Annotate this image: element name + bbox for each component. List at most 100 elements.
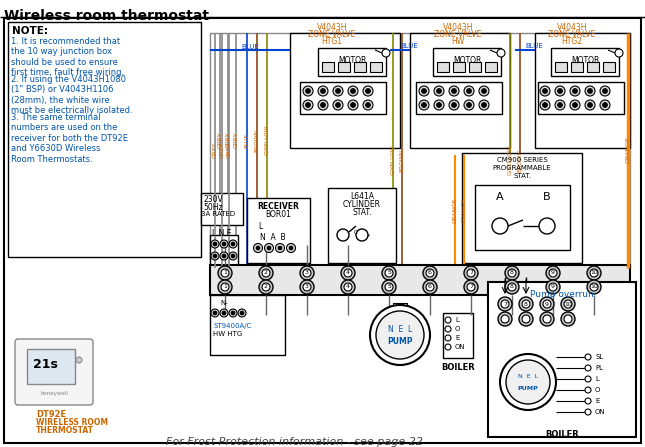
Text: GREY: GREY	[219, 142, 224, 158]
Circle shape	[564, 315, 572, 323]
Circle shape	[356, 229, 368, 241]
Circle shape	[542, 89, 548, 93]
Circle shape	[256, 246, 260, 250]
Circle shape	[549, 269, 557, 277]
Circle shape	[333, 86, 343, 96]
Text: BLUE: BLUE	[241, 44, 259, 50]
Bar	[328, 188, 396, 263]
Text: 1: 1	[223, 270, 227, 275]
Text: N  E  L: N E L	[518, 374, 538, 379]
Circle shape	[497, 49, 505, 57]
Circle shape	[585, 398, 591, 404]
Text: 5: 5	[387, 284, 391, 290]
Circle shape	[218, 280, 232, 294]
Text: BLUE: BLUE	[525, 43, 542, 49]
Circle shape	[335, 102, 341, 107]
Circle shape	[445, 335, 451, 341]
Text: GREY: GREY	[212, 142, 217, 158]
Bar	[201, 193, 243, 225]
Circle shape	[337, 229, 349, 241]
Bar	[393, 303, 407, 308]
Circle shape	[264, 244, 273, 253]
Text: Pump overrun: Pump overrun	[530, 290, 594, 299]
Bar	[210, 235, 238, 273]
Text: 9: 9	[551, 270, 555, 275]
Text: O: O	[595, 387, 600, 393]
Circle shape	[213, 254, 217, 258]
Circle shape	[382, 266, 396, 280]
Circle shape	[333, 100, 343, 110]
Text: C: C	[354, 231, 358, 236]
Circle shape	[506, 360, 550, 404]
Circle shape	[546, 280, 560, 294]
Circle shape	[363, 86, 373, 96]
Text: ON: ON	[455, 344, 466, 350]
Circle shape	[221, 269, 229, 277]
Circle shape	[275, 244, 284, 253]
Text: BROWN: BROWN	[517, 148, 522, 172]
Text: BROWN: BROWN	[399, 148, 404, 172]
Circle shape	[464, 86, 474, 96]
Circle shape	[587, 280, 601, 294]
Circle shape	[341, 280, 355, 294]
Circle shape	[421, 89, 426, 93]
Circle shape	[300, 266, 314, 280]
Text: 3A RATED: 3A RATED	[201, 211, 235, 217]
Circle shape	[492, 218, 508, 234]
Bar	[338, 62, 350, 72]
Text: G/YELLOW: G/YELLOW	[264, 125, 270, 155]
Text: E: E	[595, 398, 599, 404]
Text: 3: 3	[305, 270, 309, 275]
Text: 8: 8	[510, 270, 514, 275]
Circle shape	[464, 266, 478, 280]
Circle shape	[600, 86, 610, 96]
Text: CM900 SERIES: CM900 SERIES	[497, 157, 548, 163]
Circle shape	[561, 312, 575, 326]
Circle shape	[561, 297, 575, 311]
Text: L641A: L641A	[350, 192, 374, 201]
Text: V4043H: V4043H	[557, 23, 587, 32]
Circle shape	[370, 305, 430, 365]
Circle shape	[262, 269, 270, 277]
Text: 1: 1	[223, 284, 227, 290]
Circle shape	[543, 315, 551, 323]
Circle shape	[318, 100, 328, 110]
Circle shape	[231, 311, 235, 315]
Circle shape	[344, 283, 352, 291]
Text: 2: 2	[264, 270, 268, 275]
Circle shape	[289, 246, 293, 250]
Circle shape	[222, 254, 226, 258]
Circle shape	[437, 102, 441, 107]
Text: V4043H: V4043H	[442, 23, 473, 32]
Circle shape	[211, 252, 219, 260]
Text: BOILER: BOILER	[545, 430, 579, 439]
Circle shape	[321, 89, 326, 93]
Circle shape	[344, 269, 352, 277]
Circle shape	[231, 254, 235, 258]
Circle shape	[588, 89, 593, 93]
Text: 2. If using the V4043H1080
(1" BSP) or V4043H1106
(28mm), the white wire
must be: 2. If using the V4043H1080 (1" BSP) or V…	[11, 75, 133, 115]
Circle shape	[213, 242, 217, 246]
Circle shape	[286, 244, 295, 253]
Text: PUMP: PUMP	[387, 337, 413, 346]
Text: 9: 9	[551, 284, 555, 290]
Circle shape	[306, 102, 310, 107]
Circle shape	[350, 102, 355, 107]
Text: A: A	[496, 192, 504, 202]
Circle shape	[445, 326, 451, 332]
Circle shape	[421, 102, 426, 107]
Circle shape	[555, 86, 565, 96]
Circle shape	[519, 312, 533, 326]
Text: Wireless room thermostat: Wireless room thermostat	[4, 9, 209, 23]
Text: ST9400A/C: ST9400A/C	[213, 323, 252, 329]
Circle shape	[426, 269, 434, 277]
Text: PL: PL	[595, 365, 603, 371]
Text: 10: 10	[590, 284, 598, 290]
Circle shape	[546, 266, 560, 280]
Circle shape	[366, 89, 370, 93]
Text: V4043H: V4043H	[317, 23, 347, 32]
Circle shape	[570, 100, 580, 110]
Text: L: L	[595, 376, 599, 382]
Circle shape	[585, 376, 591, 382]
Text: 1. It is recommended that
the 10 way junction box
should be used to ensure
first: 1. It is recommended that the 10 way jun…	[11, 37, 124, 77]
